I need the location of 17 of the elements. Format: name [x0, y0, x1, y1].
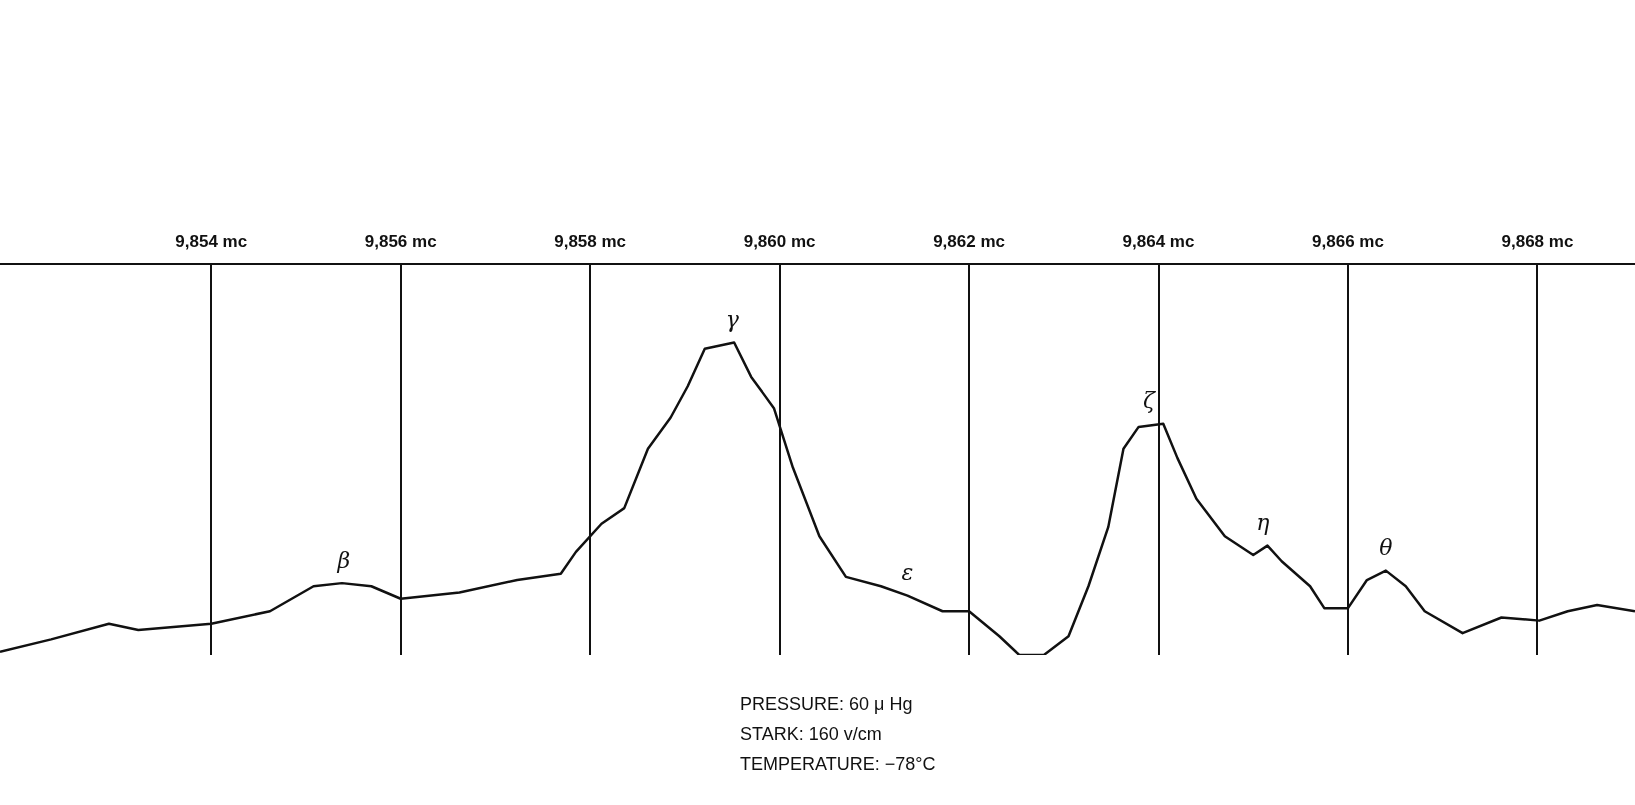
- x-tick-label: 9,860 mc: [743, 231, 816, 251]
- x-tick-label: 9,858 mc: [554, 231, 627, 251]
- annotation: θ: [1379, 535, 1393, 561]
- x-tick-label: 9,862 mc: [933, 231, 1005, 251]
- annotation: ε: [901, 560, 914, 586]
- annotation: γ: [725, 307, 740, 333]
- x-tick-label: 9,866 mc: [1312, 231, 1384, 251]
- text: STARK: 160 v/cm: [740, 723, 882, 744]
- annotation: β: [336, 547, 351, 573]
- text: TEMPERATURE: −78°C: [740, 753, 936, 774]
- x-tick-label: 9,854 mc: [175, 231, 248, 251]
- text: PRESSURE: 60 μ Hg: [740, 693, 913, 714]
- annotation: ζ: [1143, 388, 1158, 414]
- x-tick-label: 9,864 mc: [1122, 231, 1195, 251]
- x-tick-label: 9,868 mc: [1501, 231, 1574, 251]
- annotation: η: [1256, 510, 1270, 536]
- x-tick-label: 9,856 mc: [364, 231, 437, 251]
